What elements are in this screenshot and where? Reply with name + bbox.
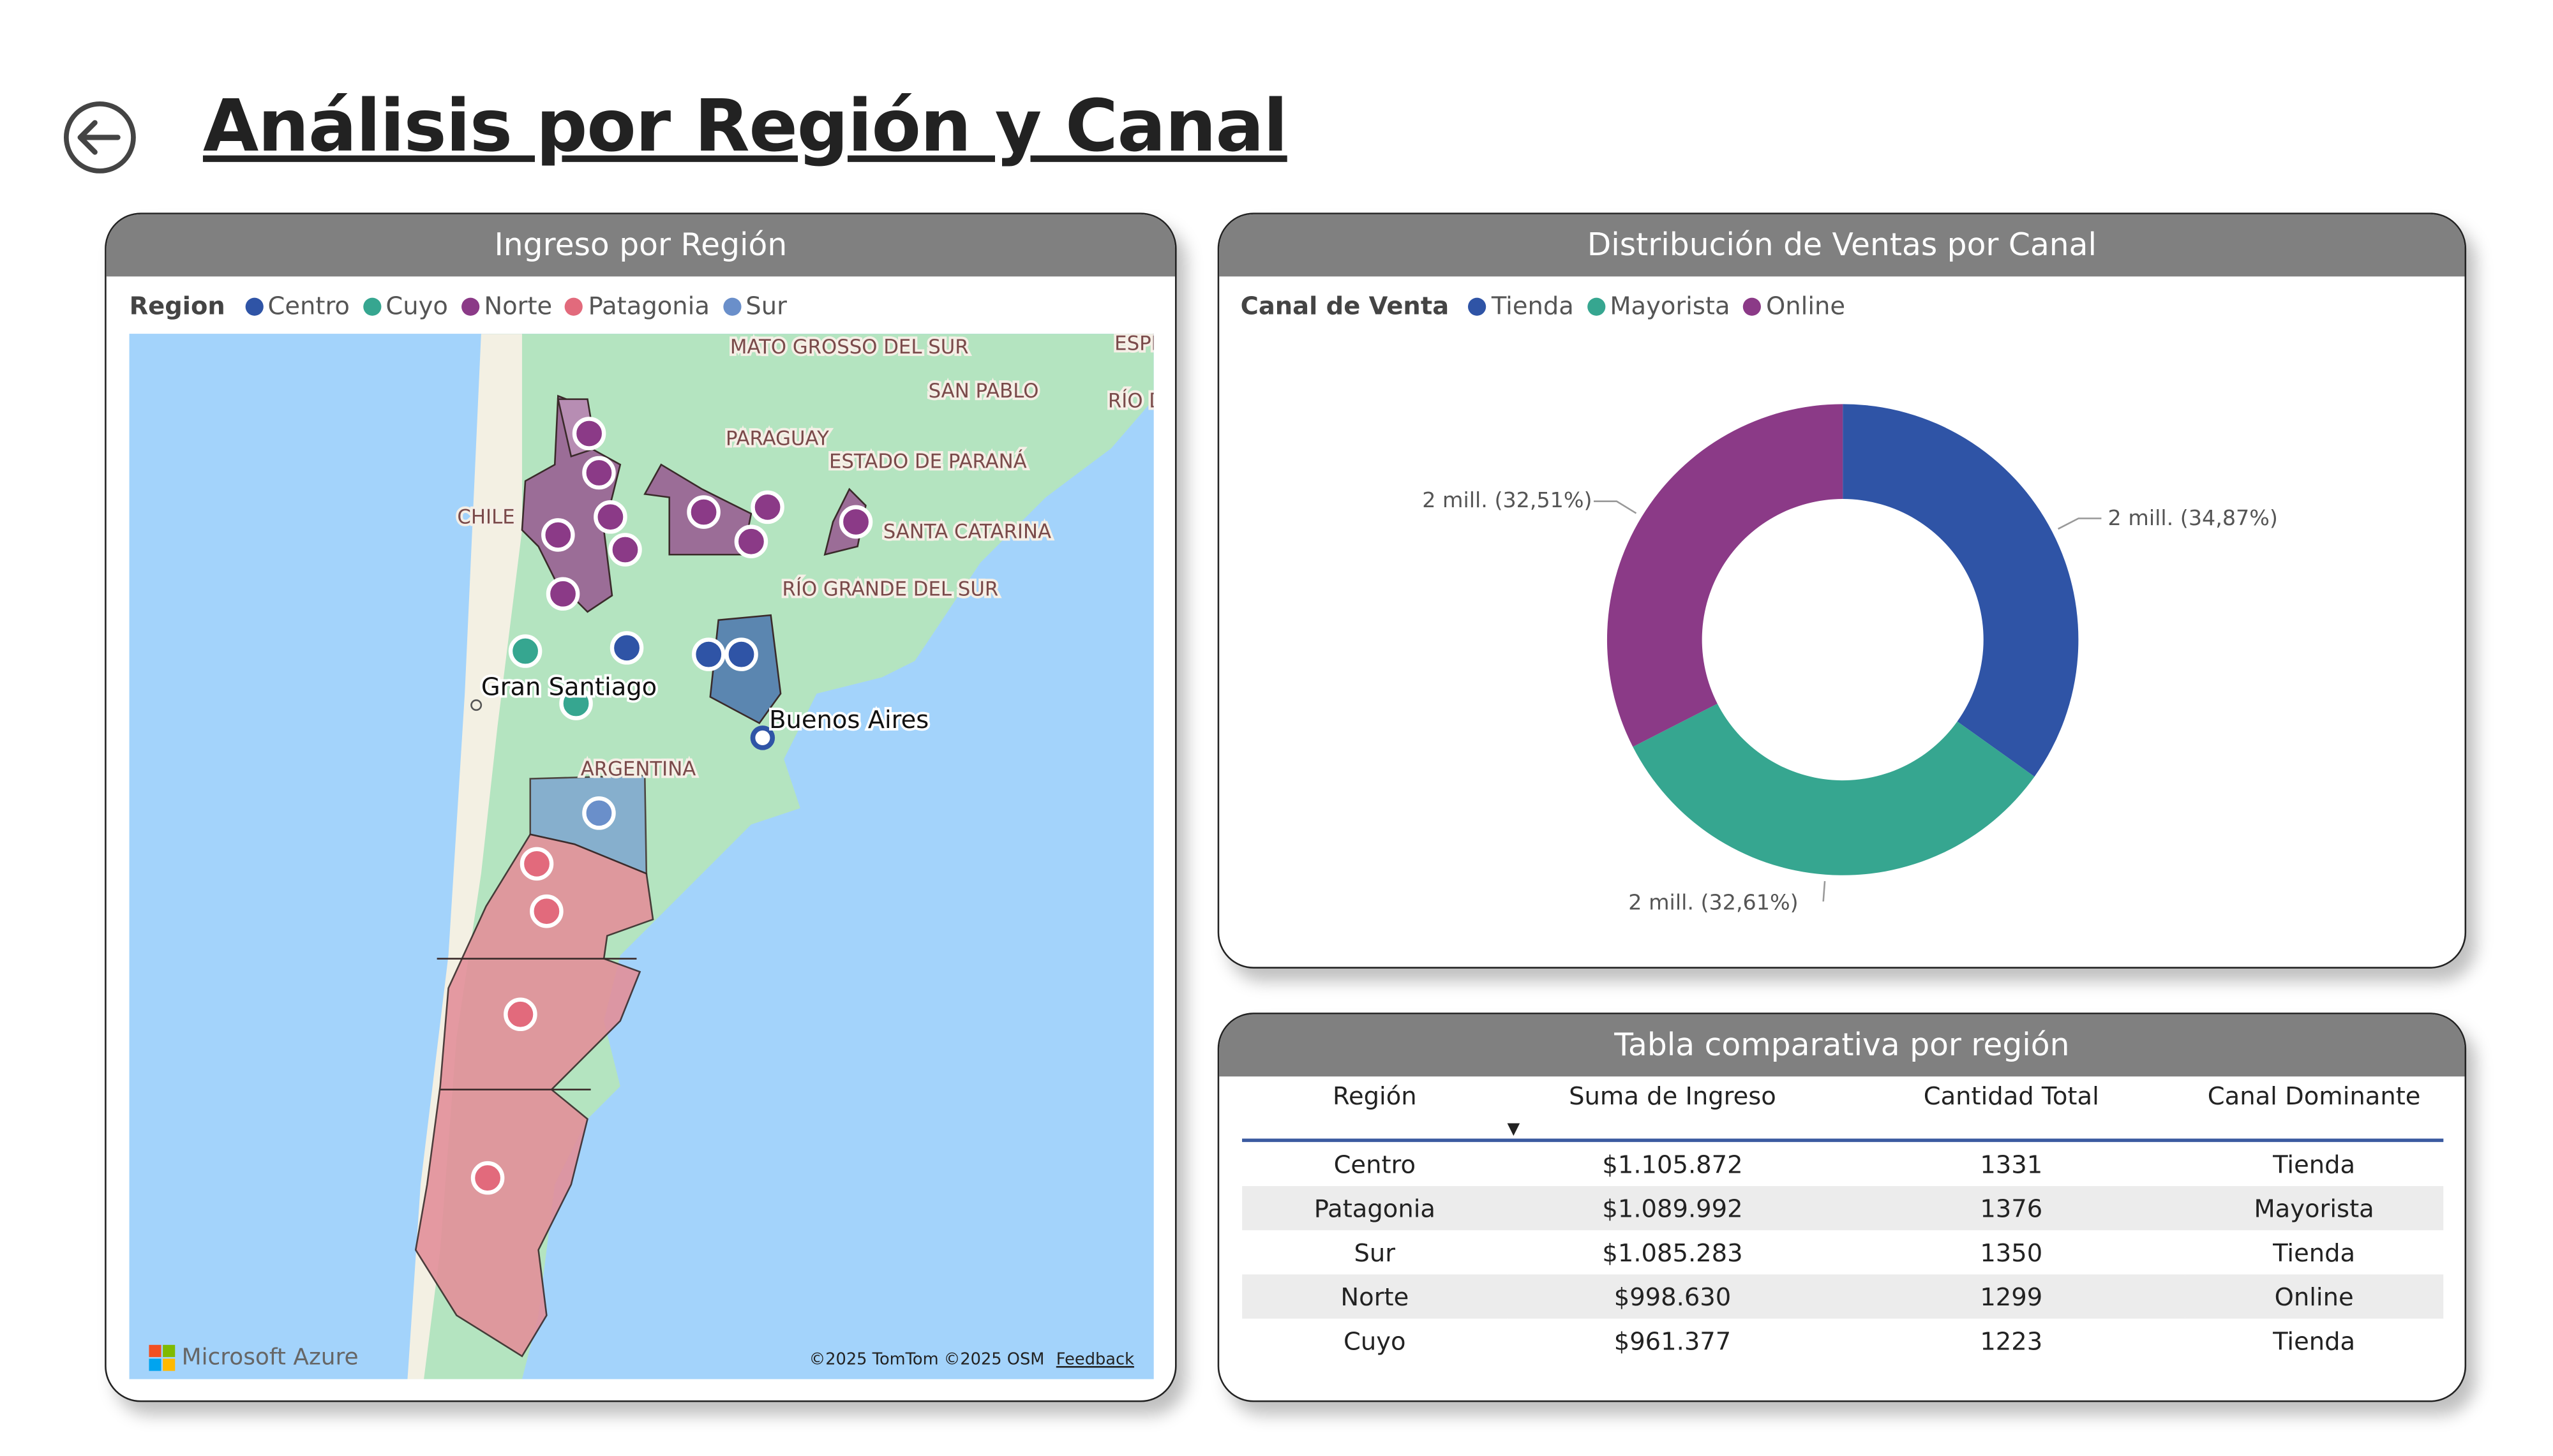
donut-slice-mayorista[interactable] [1633, 703, 2035, 875]
table-cell: Norte [1242, 1274, 1508, 1319]
map-canvas[interactable]: MATO GROSSO DEL SUR SAN PABLO ESPÍ RÍO D… [129, 334, 1154, 1379]
table-cell: Patagonia [1242, 1185, 1508, 1231]
map-card-title: Ingreso por Región [106, 214, 1176, 277]
donut-slice-online[interactable] [1606, 404, 1843, 747]
city-gran-santiago: Gran Santiago [481, 673, 657, 702]
page-title: Análisis por Región y Canal [202, 85, 1288, 169]
table-cell: Tienda [2273, 1149, 2356, 1179]
svg-text:CHILE: CHILE [457, 506, 514, 529]
legend-item-norte[interactable]: Norte [461, 291, 552, 321]
svg-text:RÍO DE JANE: RÍO DE JANE [1108, 389, 1154, 412]
table-cell: $1.105.872 [1602, 1149, 1743, 1179]
table-cell: 1350 [1980, 1237, 2043, 1267]
table-card-title: Tabla comparativa por región [1219, 1014, 2465, 1077]
table-cell: $961.377 [1613, 1326, 1732, 1356]
data-label-online: 2 mill. (32,51%) [1422, 489, 1592, 514]
data-label-mayorista: 2 mill. (32,61%) [1628, 891, 1799, 916]
table-cell: 1299 [1838, 1274, 2185, 1319]
city-buenos-aires: Buenos Aires [769, 706, 929, 734]
table-cell: Cuyo [1344, 1326, 1406, 1356]
donut-chart [1594, 404, 2102, 902]
column-header-canal[interactable]: Canal Dominante [2185, 1076, 2444, 1142]
column-header-ingreso[interactable]: Suma de Ingreso ▼ [1507, 1076, 1838, 1142]
table-cell: Sur [1354, 1237, 1396, 1267]
table-cell: $998.630 [1507, 1274, 1838, 1319]
table-cell: $1.085.283 [1602, 1237, 1743, 1267]
svg-text:ESPÍ: ESPÍ [1114, 334, 1154, 355]
donut-legend: Canal de Venta Tienda Mayorista Online [1240, 291, 1846, 321]
map-copyright: ©2025 TomTom ©2025 OSM [809, 1351, 1045, 1370]
svg-text:ESTADO DE PARANÁ: ESTADO DE PARANÁ [829, 450, 1027, 473]
table-row[interactable]: Norte $998.630 1299 Online [1242, 1274, 2444, 1319]
table-cell: 1331 [1980, 1149, 2043, 1179]
table-cell: Online [2185, 1274, 2444, 1319]
back-arrow-icon[interactable] [62, 100, 137, 175]
leader-line [1594, 500, 1637, 514]
svg-text:PARAGUAY: PARAGUAY [726, 427, 829, 450]
table-cell: Mayorista [2185, 1185, 2444, 1231]
column-header-region[interactable]: Región [1242, 1076, 1508, 1142]
table-cell: Tienda [2273, 1237, 2356, 1267]
data-label-tienda: 2 mill. (34,87%) [2108, 507, 2278, 532]
table-row[interactable]: Sur $1.085.283 1350 Tienda [1242, 1230, 2443, 1274]
legend-item-mayorista[interactable]: Mayorista [1587, 291, 1730, 321]
leader-line [2058, 517, 2102, 530]
table-card: Tabla comparativa por región Región Suma… [1217, 1013, 2467, 1402]
region-patagonia [414, 833, 654, 1358]
feedback-link[interactable]: Feedback [1056, 1351, 1134, 1370]
column-header-cantidad[interactable]: Cantidad Total [1838, 1076, 2185, 1142]
svg-text:SANTA CATARINA: SANTA CATARINA [883, 521, 1051, 544]
map-card: Ingreso por Región Region Centro Cuyo No… [105, 212, 1177, 1402]
microsoft-logo-icon [149, 1344, 176, 1371]
comparison-table: Región Suma de Ingreso ▼ Cantidad Total C… [1242, 1076, 2444, 1363]
table-row[interactable]: Centro $1.105.872 1331 Tienda [1242, 1140, 2443, 1186]
table-cell: Tienda [2273, 1326, 2356, 1356]
map-legend: Region Centro Cuyo Norte Patagonia Sur [130, 291, 787, 320]
table-row[interactable]: Patagonia $1.089.992 1376 Mayorista [1242, 1185, 2444, 1231]
legend-item-cuyo[interactable]: Cuyo [363, 291, 448, 321]
legend-item-online[interactable]: Online [1743, 291, 1845, 321]
azure-logo: Microsoft Azure [149, 1344, 359, 1371]
table-cell: 1223 [1980, 1326, 2043, 1356]
donut-slice-tienda[interactable] [1843, 404, 2079, 777]
donut-card: Distribución de Ventas por Canal Canal d… [1217, 212, 2467, 969]
sort-desc-icon[interactable]: ▼ [1507, 1120, 1520, 1139]
table-cell: Centro [1333, 1149, 1416, 1179]
svg-text:RÍO GRANDE DEL SUR: RÍO GRANDE DEL SUR [782, 577, 999, 600]
svg-text:SAN PABLO: SAN PABLO [929, 380, 1039, 403]
legend-title: Region [129, 291, 225, 321]
legend-item-centro[interactable]: Centro [244, 291, 350, 321]
svg-text:MATO GROSSO DEL SUR: MATO GROSSO DEL SUR [730, 336, 969, 359]
legend-item-patagonia[interactable]: Patagonia [565, 291, 710, 321]
table-cell: 1376 [1838, 1185, 2185, 1231]
table-row[interactable]: Cuyo $961.377 1223 Tienda [1242, 1319, 2443, 1363]
legend-item-tienda[interactable]: Tienda [1468, 291, 1574, 321]
leader-line [1822, 880, 1826, 902]
donut-card-title: Distribución de Ventas por Canal [1219, 214, 2465, 277]
table-cell: $1.089.992 [1507, 1185, 1838, 1231]
legend-item-sur[interactable]: Sur [722, 291, 787, 321]
svg-text:ARGENTINA: ARGENTINA [581, 757, 696, 780]
